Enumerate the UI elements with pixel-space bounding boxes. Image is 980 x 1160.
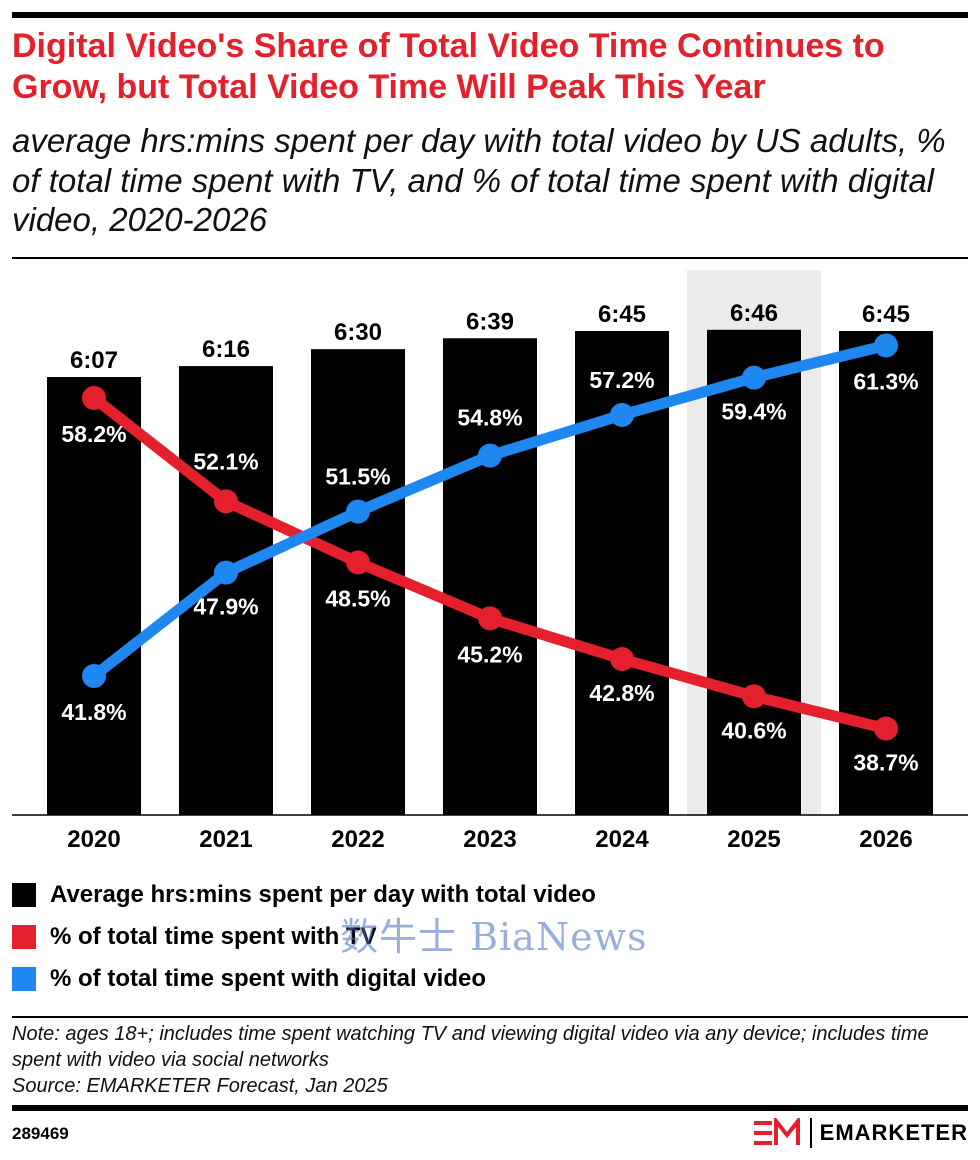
bottom-rule bbox=[12, 1105, 968, 1111]
point-label-tv-2022: 48.5% bbox=[325, 585, 390, 611]
point-label-tv-2024: 42.8% bbox=[589, 680, 654, 706]
note-rule bbox=[12, 1016, 968, 1018]
bar-label-2026: 6:45 bbox=[862, 301, 910, 328]
legend-item-total-video: Average hrs:mins spent per day with tota… bbox=[12, 874, 596, 916]
watermark: 数牛士 BiaNews bbox=[340, 915, 648, 959]
point-tv-2026 bbox=[874, 716, 898, 741]
note-text: Note: ages 18+; includes time spent watc… bbox=[12, 1023, 929, 1071]
bar-2021 bbox=[179, 366, 273, 815]
point-label-digital-video-2024: 57.2% bbox=[589, 367, 654, 393]
bar-label-2020: 6:07 bbox=[70, 347, 118, 374]
point-digital-video-2022 bbox=[346, 499, 370, 524]
point-label-digital-video-2025: 59.4% bbox=[721, 399, 786, 425]
point-label-digital-video-2021: 47.9% bbox=[193, 594, 258, 620]
legend-swatch-digital-video bbox=[12, 967, 36, 991]
point-tv-2020 bbox=[82, 386, 106, 410]
bar-layer bbox=[12, 329, 968, 816]
x-tick-2021: 2021 bbox=[199, 826, 252, 853]
point-tv-2022 bbox=[346, 550, 370, 575]
point-label-digital-video-2022: 51.5% bbox=[325, 464, 390, 490]
label-layer: 6:07 2020 6:16 2021 6:30 2022 6:39 2023 6:45 2024… bbox=[61, 300, 918, 853]
legend-item-tv: % of total time spent with TV bbox=[12, 916, 596, 958]
chart-title: Digital Video's Share of Total Video Tim… bbox=[12, 27, 885, 107]
chart-id: 289469 bbox=[12, 1124, 69, 1143]
bar-label-2024: 6:45 bbox=[598, 301, 646, 328]
bar-2026 bbox=[839, 331, 933, 815]
point-digital-video-2026 bbox=[874, 333, 898, 358]
x-tick-2026: 2026 bbox=[859, 826, 912, 853]
subtitle-rule bbox=[12, 257, 968, 259]
legend-swatch-tv bbox=[12, 925, 36, 949]
bar-label-2022: 6:30 bbox=[334, 319, 382, 346]
bar-2023 bbox=[443, 338, 537, 815]
point-label-digital-video-2026: 61.3% bbox=[853, 368, 918, 394]
x-tick-2024: 2024 bbox=[595, 826, 649, 853]
point-digital-video-2021 bbox=[214, 560, 238, 585]
combo-chart: 6:07 2020 6:16 2021 6:30 2022 6:39 2023 6:45 2024… bbox=[12, 270, 968, 853]
brand-name: EMARKETER bbox=[819, 1120, 968, 1145]
x-tick-2023: 2023 bbox=[463, 826, 516, 853]
legend-item-digital-video: % of total time spent with digital video bbox=[12, 958, 596, 1000]
legend-label-tv: % of total time spent with TV bbox=[50, 923, 377, 950]
bar-2022 bbox=[311, 349, 405, 815]
brand-divider bbox=[809, 1118, 812, 1148]
legend-label-total-video: Average hrs:mins spent per day with tota… bbox=[50, 881, 596, 908]
point-tv-2025 bbox=[742, 684, 766, 709]
footnote: Note: ages 18+; includes time spent watc… bbox=[12, 1021, 972, 1099]
point-label-tv-2025: 40.6% bbox=[721, 717, 786, 743]
point-label-digital-video-2020: 41.8% bbox=[61, 699, 126, 725]
point-digital-video-2024 bbox=[610, 402, 634, 427]
point-tv-2024 bbox=[610, 647, 634, 672]
point-label-tv-2023: 45.2% bbox=[457, 641, 522, 667]
point-label-tv-2026: 38.7% bbox=[853, 750, 918, 776]
brand-logo: EMARKETER bbox=[753, 1118, 968, 1148]
point-label-digital-video-2023: 54.8% bbox=[457, 405, 522, 431]
x-tick-2022: 2022 bbox=[331, 826, 384, 853]
bar-2025 bbox=[707, 329, 801, 815]
bar-label-2021: 6:16 bbox=[202, 336, 250, 363]
legend-label-digital-video: % of total time spent with digital video bbox=[50, 965, 487, 992]
point-digital-video-2020 bbox=[82, 664, 106, 688]
x-tick-2020: 2020 bbox=[67, 826, 120, 853]
point-tv-2023 bbox=[478, 606, 502, 631]
top-rule bbox=[12, 12, 968, 18]
bar-2020 bbox=[47, 377, 141, 815]
emarketer-logo-icon bbox=[753, 1118, 800, 1145]
legend-swatch-total-video bbox=[12, 883, 36, 907]
chart-subtitle: average hrs:mins spent per day with tota… bbox=[12, 122, 946, 239]
point-tv-2021 bbox=[214, 489, 238, 514]
bar-label-2025: 6:46 bbox=[730, 300, 778, 327]
point-digital-video-2025 bbox=[742, 365, 766, 390]
line-layer bbox=[82, 333, 898, 741]
bar-label-2023: 6:39 bbox=[466, 308, 514, 335]
point-digital-video-2023 bbox=[478, 443, 502, 468]
legend: Average hrs:mins spent per day with tota… bbox=[12, 874, 596, 1000]
point-label-tv-2021: 52.1% bbox=[193, 448, 258, 474]
source-text: Source: EMARKETER Forecast, Jan 2025 bbox=[12, 1075, 388, 1097]
x-tick-2025: 2025 bbox=[727, 826, 780, 853]
point-label-tv-2020: 58.2% bbox=[61, 421, 126, 447]
